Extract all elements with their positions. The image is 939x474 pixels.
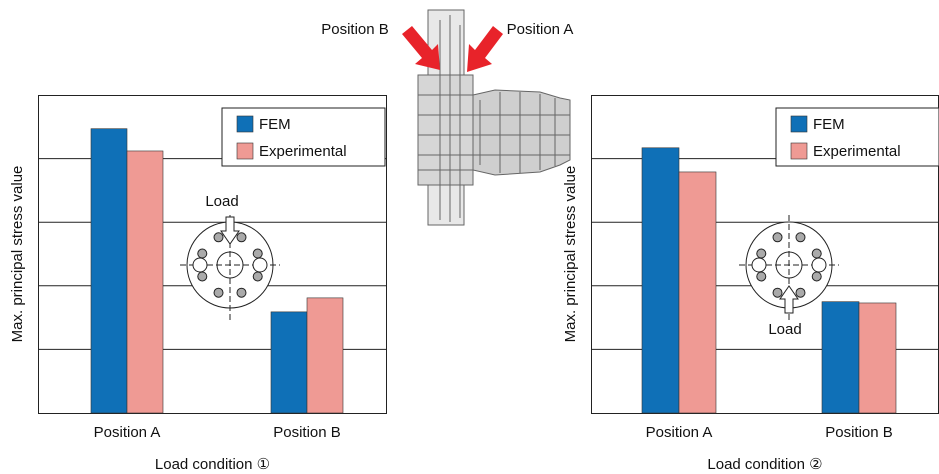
- bolt-hole: [796, 233, 805, 242]
- load-label: Load: [205, 193, 238, 210]
- legend-label: Experimental: [259, 143, 347, 160]
- legend-swatch: [237, 143, 253, 159]
- bolt-hole: [237, 288, 246, 297]
- x-tick-label: Position B: [825, 424, 893, 441]
- bolt-hole: [757, 272, 766, 281]
- bolt-hole: [773, 288, 782, 297]
- bolt-hole: [198, 249, 207, 258]
- bar: [859, 303, 896, 413]
- bolt-hole: [214, 233, 223, 242]
- hole: [253, 258, 267, 272]
- legend-label: Experimental: [813, 143, 901, 160]
- load-label: Load: [768, 321, 801, 338]
- x-tick-label: Position A: [646, 424, 713, 441]
- legend-label: FEM: [259, 116, 291, 133]
- x-tick-label: Position B: [273, 424, 341, 441]
- bolt-hole: [237, 233, 246, 242]
- bar: [91, 129, 127, 413]
- legend-swatch: [791, 143, 807, 159]
- bolt-hole: [773, 233, 782, 242]
- y-axis-label: Max. principal stress value: [562, 166, 579, 343]
- position-label: Position B: [321, 21, 389, 38]
- hole: [812, 258, 826, 272]
- hole: [752, 258, 766, 272]
- bar: [679, 172, 716, 413]
- bolt-hole: [796, 288, 805, 297]
- y-axis-label: Max. principal stress value: [9, 166, 26, 343]
- legend-label: FEM: [813, 116, 845, 133]
- bar: [127, 151, 163, 413]
- bar: [271, 312, 307, 413]
- position-label: Position A: [507, 21, 574, 38]
- hole: [193, 258, 207, 272]
- bolt-hole: [812, 249, 821, 258]
- bar: [307, 298, 343, 413]
- bolt-hole: [757, 249, 766, 258]
- bolt-hole: [214, 288, 223, 297]
- bolt-hole: [812, 272, 821, 281]
- figure: Position B Position A Position A Position…: [0, 0, 939, 474]
- legend-swatch: [237, 116, 253, 132]
- bolt-hole: [198, 272, 207, 281]
- x-tick-label: Position A: [94, 424, 161, 441]
- x-axis-label: Load condition ①: [155, 456, 270, 473]
- bar: [822, 302, 859, 413]
- x-axis-label: Load condition ②: [707, 456, 822, 473]
- bolt-hole: [253, 249, 262, 258]
- bolt-hole: [253, 272, 262, 281]
- bar: [642, 148, 679, 413]
- legend-swatch: [791, 116, 807, 132]
